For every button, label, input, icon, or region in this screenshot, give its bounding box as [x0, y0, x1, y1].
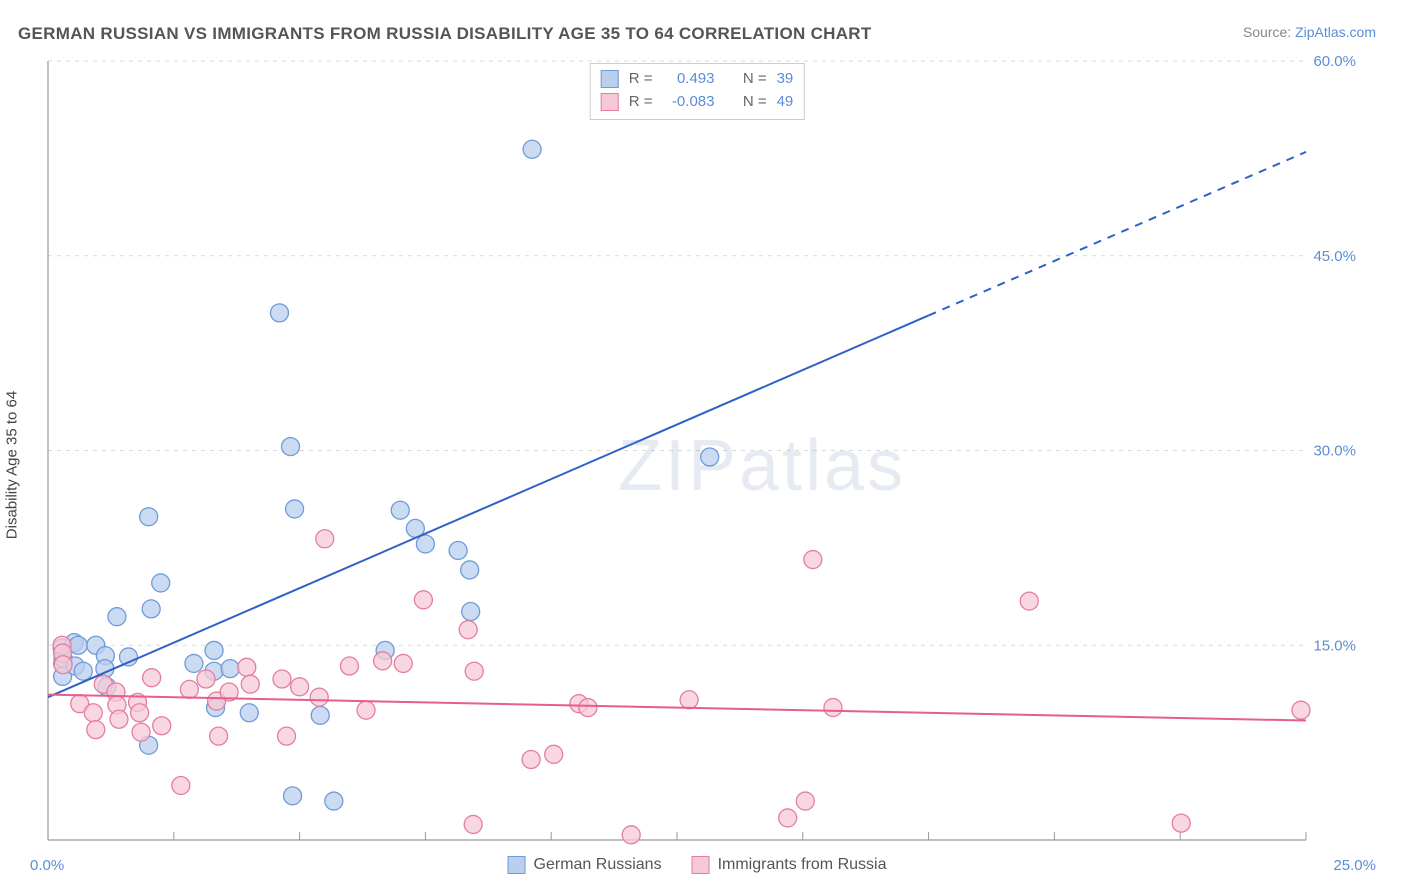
data-point	[462, 602, 480, 620]
y-tick-label: 15.0%	[1313, 637, 1356, 654]
data-point	[132, 723, 150, 741]
series-swatch	[601, 70, 619, 88]
data-point	[284, 787, 302, 805]
data-point	[310, 688, 328, 706]
data-point	[240, 704, 258, 722]
source-label: Source:	[1243, 24, 1291, 40]
data-point	[54, 656, 72, 674]
data-point	[110, 710, 128, 728]
data-point	[140, 508, 158, 526]
data-point	[391, 501, 409, 519]
data-point	[459, 621, 477, 639]
data-point	[394, 654, 412, 672]
data-point	[142, 600, 160, 618]
chart-area: Disability Age 35 to 64 ZIPatlas 15.0%30…	[18, 55, 1376, 874]
data-point	[153, 717, 171, 735]
data-point	[1020, 592, 1038, 610]
chart-title: GERMAN RUSSIAN VS IMMIGRANTS FROM RUSSIA…	[18, 24, 872, 44]
stat-n-value: 49	[777, 91, 794, 114]
data-point	[824, 699, 842, 717]
stat-n-label: N =	[743, 91, 767, 114]
data-point	[1172, 814, 1190, 832]
y-axis-label: Disability Age 35 to 64	[4, 390, 21, 538]
data-point	[180, 680, 198, 698]
data-point	[579, 699, 597, 717]
stat-n-label: N =	[743, 68, 767, 91]
data-point	[465, 662, 483, 680]
y-tick-label: 60.0%	[1313, 55, 1356, 70]
data-point	[414, 591, 432, 609]
data-point	[84, 704, 102, 722]
data-point	[464, 815, 482, 833]
stats-legend: R = 0.493 N = 39 R = -0.083 N = 49	[590, 63, 805, 120]
data-point	[270, 304, 288, 322]
data-point	[1292, 701, 1310, 719]
data-point	[340, 657, 358, 675]
legend-label: German Russians	[534, 856, 662, 874]
legend-item: German Russians	[508, 856, 662, 874]
source-link[interactable]: ZipAtlas.com	[1295, 24, 1376, 40]
data-point	[282, 438, 300, 456]
x-max-label: 25.0%	[1333, 857, 1376, 874]
data-point	[316, 530, 334, 548]
data-point	[87, 721, 105, 739]
data-point	[197, 670, 215, 688]
regression-line-extrapolated	[929, 152, 1306, 316]
data-point	[152, 574, 170, 592]
regression-line	[48, 695, 1306, 721]
stat-n-value: 39	[777, 68, 794, 91]
data-point	[291, 678, 309, 696]
stat-r-label: R =	[629, 68, 653, 91]
legend-item: Immigrants from Russia	[692, 856, 887, 874]
data-point	[74, 662, 92, 680]
data-point	[522, 751, 540, 769]
regression-line	[48, 315, 929, 697]
data-point	[311, 706, 329, 724]
x-origin-label: 0.0%	[30, 857, 64, 874]
data-point	[325, 792, 343, 810]
data-point	[210, 727, 228, 745]
stat-r-label: R =	[629, 91, 653, 114]
data-point	[449, 541, 467, 559]
stat-r-value: 0.493	[662, 68, 714, 91]
data-point	[185, 654, 203, 672]
series-swatch	[601, 93, 619, 111]
legend-swatch	[692, 856, 710, 874]
data-point	[131, 704, 149, 722]
data-point	[804, 551, 822, 569]
data-point	[357, 701, 375, 719]
data-point	[286, 500, 304, 518]
data-point	[205, 641, 223, 659]
data-point	[278, 727, 296, 745]
data-point	[523, 140, 541, 158]
y-tick-label: 45.0%	[1313, 248, 1356, 265]
data-point	[273, 670, 291, 688]
series-legend: German Russians Immigrants from Russia	[508, 856, 887, 874]
stat-r-value: -0.083	[662, 91, 714, 114]
y-tick-label: 30.0%	[1313, 443, 1356, 460]
data-point	[461, 561, 479, 579]
data-point	[680, 691, 698, 709]
data-point	[622, 826, 640, 844]
data-point	[108, 608, 126, 626]
chart-svg: 15.0% 30.0% 45.0% 60.0%	[18, 55, 1376, 874]
data-point	[143, 669, 161, 687]
legend-label: Immigrants from Russia	[718, 856, 887, 874]
source-attribution: Source: ZipAtlas.com	[1243, 24, 1376, 40]
data-point	[172, 776, 190, 794]
data-point	[238, 658, 256, 676]
stats-row: R = -0.083 N = 49	[601, 91, 794, 114]
data-point	[796, 792, 814, 810]
stats-row: R = 0.493 N = 39	[601, 68, 794, 91]
legend-swatch	[508, 856, 526, 874]
data-point	[221, 660, 239, 678]
data-point	[701, 448, 719, 466]
data-point	[416, 535, 434, 553]
data-point	[545, 745, 563, 763]
data-point	[779, 809, 797, 827]
data-point	[241, 675, 259, 693]
data-point	[374, 652, 392, 670]
